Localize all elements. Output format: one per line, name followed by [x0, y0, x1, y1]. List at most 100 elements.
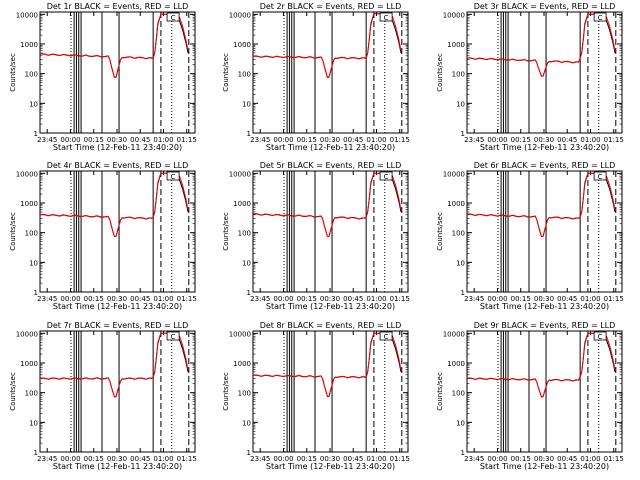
panel-title: Det 6r BLACK = Events, RED = LLD [474, 161, 616, 170]
x-tick-label: 01:15 [604, 295, 624, 303]
y-tick-label: 10000 [443, 170, 465, 178]
series-events [39, 172, 189, 237]
x-axis-label: Start Time (12-Feb-11 23:40:20) [480, 302, 609, 311]
y-tick-label: 1000 [447, 360, 465, 368]
x-tick-label: 00:45 [557, 455, 577, 463]
y-tick-label: 100 [238, 230, 251, 238]
y-tick-label: 1 [34, 289, 38, 297]
series-events [252, 172, 402, 237]
y-tick-label: 10000 [229, 330, 251, 338]
x-tick-label: 00:00 [60, 455, 80, 463]
panel-det-9: Det 9r BLACK = Events, RED = LLD 1 10 100 10… [436, 321, 624, 471]
y-tick-label: 10000 [16, 11, 38, 19]
series-events [252, 13, 402, 79]
plot-frame [39, 330, 196, 453]
x-tick-label: 01:15 [390, 295, 410, 303]
plot-frame [466, 11, 623, 134]
y-tick-label: 1000 [20, 360, 38, 368]
y-tick-label: 1000 [233, 200, 251, 208]
x-tick-label: 00:45 [130, 295, 150, 303]
plot-frame [252, 330, 409, 453]
panel-det-3: Det 3r BLACK = Events, RED = LLD 1 10 100 10… [436, 2, 624, 152]
x-tick-label: 00:00 [273, 455, 293, 463]
legend-box-label: C [171, 14, 176, 22]
x-tick-label: 00:15 [84, 295, 104, 303]
y-tick-label: 10000 [229, 11, 251, 19]
plot-frame [252, 170, 409, 293]
x-tick-label: 00:45 [343, 455, 363, 463]
x-tick-label: 00:00 [60, 136, 80, 144]
y-tick-label: 100 [25, 71, 38, 79]
series-lld [466, 13, 616, 77]
legend-box-label: C [598, 333, 603, 341]
y-axis-label: Counts/sec [436, 212, 444, 251]
series-events [466, 332, 616, 398]
y-tick-label: 10 [242, 419, 251, 427]
y-tick-label: 1000 [447, 41, 465, 49]
y-tick-label: 10 [456, 259, 465, 267]
x-tick-label: 00:45 [557, 295, 577, 303]
series-lld [466, 172, 616, 237]
x-tick-label: 00:00 [487, 295, 507, 303]
x-tick-label: 01:15 [177, 455, 197, 463]
x-tick-label: 23:45 [250, 295, 270, 303]
x-tick-label: 00:15 [511, 136, 531, 144]
legend-box [379, 331, 393, 341]
y-tick-label: 10 [242, 100, 251, 108]
x-tick-label: 00:15 [511, 295, 531, 303]
legend-box [379, 171, 393, 181]
x-tick-label: 00:15 [297, 136, 317, 144]
y-axis-label: Counts/sec [9, 212, 17, 251]
series-lld [252, 172, 402, 237]
legend-box-label: C [384, 173, 389, 181]
x-tick-label: 01:15 [177, 136, 197, 144]
panel-det-8: Det 8r BLACK = Events, RED = LLD 1 10 100 10… [222, 321, 410, 471]
legend-box [166, 331, 180, 341]
y-tick-label: 10000 [16, 330, 38, 338]
panel-title: Det 7r BLACK = Events, RED = LLD [47, 321, 189, 330]
x-tick-label: 00:15 [84, 136, 104, 144]
legend-box [166, 12, 180, 22]
x-tick-label: 00:30 [107, 136, 127, 144]
x-tick-label: 23:45 [464, 295, 484, 303]
series-events [252, 332, 402, 398]
panel-title: Det 4r BLACK = Events, RED = LLD [47, 161, 189, 170]
plot-frame [466, 170, 623, 293]
y-tick-label: 1 [461, 130, 465, 138]
y-tick-label: 1000 [447, 200, 465, 208]
x-axis-label: Start Time (12-Feb-11 23:40:20) [53, 143, 182, 152]
x-tick-label: 01:00 [366, 136, 386, 144]
x-tick-label: 00:45 [557, 136, 577, 144]
panel-det-6: Det 6r BLACK = Events, RED = LLD 1 10 100 10… [436, 161, 624, 311]
series-lld [39, 172, 189, 237]
x-tick-label: 23:45 [37, 136, 57, 144]
panel-title: Det 3r BLACK = Events, RED = LLD [474, 2, 616, 11]
x-tick-label: 00:30 [107, 455, 127, 463]
legend-box-label: C [384, 14, 389, 22]
x-tick-label: 00:45 [130, 455, 150, 463]
panel-det-5: Det 5r BLACK = Events, RED = LLD 1 10 100 10… [222, 161, 410, 311]
panel-title: Det 5r BLACK = Events, RED = LLD [260, 161, 402, 170]
series-events [39, 13, 189, 78]
x-tick-label: 00:45 [130, 136, 150, 144]
y-tick-label: 1 [34, 130, 38, 138]
y-axis-label: Counts/sec [222, 212, 230, 251]
panel-det-2: Det 2r BLACK = Events, RED = LLD 1 10 100 10… [222, 2, 410, 152]
x-tick-label: 00:15 [511, 455, 531, 463]
x-tick-label: 00:30 [534, 455, 554, 463]
y-tick-label: 100 [238, 390, 251, 398]
x-tick-label: 01:00 [366, 455, 386, 463]
legend-box-label: C [598, 173, 603, 181]
y-tick-label: 100 [238, 71, 251, 79]
x-tick-label: 01:15 [177, 295, 197, 303]
legend-box [166, 171, 180, 181]
panel-det-4: Det 4r BLACK = Events, RED = LLD 1 10 100 10… [9, 161, 197, 311]
y-tick-label: 100 [25, 230, 38, 238]
x-tick-label: 00:30 [107, 295, 127, 303]
panel-title: Det 9r BLACK = Events, RED = LLD [474, 321, 616, 330]
legend-box-label: C [598, 14, 603, 22]
x-tick-label: 23:45 [37, 295, 57, 303]
x-tick-label: 01:00 [366, 295, 386, 303]
x-tick-label: 00:15 [297, 295, 317, 303]
y-tick-label: 10 [242, 259, 251, 267]
